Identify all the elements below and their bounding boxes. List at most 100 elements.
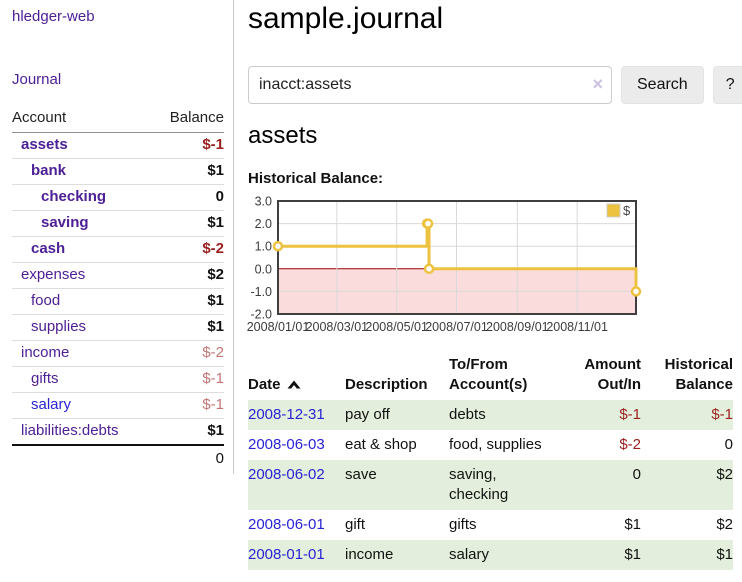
sidebar-item-journal[interactable]: Journal xyxy=(12,71,62,88)
register-row: 2008-01-01 income salary $1 $1 xyxy=(248,540,733,570)
register-header-date[interactable]: Date xyxy=(248,353,345,400)
register-date-cell: 2008-12-31 xyxy=(248,400,345,430)
search-button[interactable]: Search xyxy=(621,66,704,104)
register-amount-cell: $-2 xyxy=(619,436,641,453)
account-balance: $1 xyxy=(207,422,224,439)
register-row: 2008-06-02 save saving, checking 0 $2 xyxy=(248,460,733,510)
account-link[interactable]: gifts xyxy=(31,370,59,387)
register-balance-cell: $2 xyxy=(716,466,733,483)
transaction-date-link[interactable]: 2008-06-01 xyxy=(248,516,325,533)
register-header-balance: Historical Balance xyxy=(664,356,733,393)
svg-text:0.0: 0.0 xyxy=(255,262,272,276)
svg-text:2008/01/01: 2008/01/01 xyxy=(247,320,310,334)
register-accounts-cell: food, supplies xyxy=(449,436,542,453)
account-link[interactable]: salary xyxy=(31,396,72,413)
main-content: sample.journal × Search ? assets Histori… xyxy=(234,0,742,570)
account-link[interactable]: cash xyxy=(31,240,66,257)
clear-search-icon[interactable]: × xyxy=(592,74,603,94)
register-accounts-cell: salary xyxy=(449,546,490,563)
accounts-table-header: Account Balance xyxy=(12,106,224,133)
register-accounts-cell: debts xyxy=(449,406,486,423)
register-description-cell: eat & shop xyxy=(345,436,417,453)
account-row: food $1 xyxy=(12,288,224,315)
accounts-table: Account Balance assets $-1 bank $1 checking 0… xyxy=(12,106,224,472)
register-date-cell: 2008-06-03 xyxy=(248,430,345,460)
account-balance: 0 xyxy=(152,184,224,211)
account-balance: $-1 xyxy=(152,132,224,159)
accounts-total-row: 0 xyxy=(12,444,224,472)
register-amount-cell: $1 xyxy=(624,516,641,533)
register-amount-cell: 0 xyxy=(632,466,641,483)
register-header-amount: Amount Out/In xyxy=(584,356,641,393)
svg-text:2008/11/01: 2008/11/01 xyxy=(546,320,608,334)
account-link[interactable]: liabilities:debts xyxy=(21,422,119,439)
register-description-cell: income xyxy=(345,546,394,563)
register-header-row: Date Description To/From Account(s) Amou… xyxy=(248,353,733,400)
transaction-date-link[interactable]: 2008-06-03 xyxy=(248,436,325,453)
svg-text:1.0: 1.0 xyxy=(255,240,272,254)
help-button[interactable]: ? xyxy=(712,66,742,104)
transaction-date-link[interactable]: 2008-12-31 xyxy=(248,406,325,423)
register-description-cell: save xyxy=(345,466,377,483)
account-row: supplies $1 xyxy=(12,314,224,341)
account-link[interactable]: food xyxy=(31,292,61,309)
account-link[interactable]: assets xyxy=(21,136,68,153)
account-link[interactable]: bank xyxy=(31,162,67,179)
account-link[interactable]: checking xyxy=(41,188,107,205)
register-header-accounts: To/From Account(s) xyxy=(449,356,528,393)
account-row: expenses $2 xyxy=(12,262,224,289)
svg-text:3.0: 3.0 xyxy=(255,195,272,209)
svg-text:$: $ xyxy=(623,203,631,218)
search-input[interactable] xyxy=(248,66,612,104)
transaction-date-link[interactable]: 2008-06-02 xyxy=(248,466,325,483)
account-row: saving $1 xyxy=(12,210,224,237)
account-row: liabilities:debts $1 xyxy=(12,419,224,446)
account-row: bank $1 xyxy=(12,158,224,185)
register-date-cell: 2008-06-02 xyxy=(248,460,345,510)
account-balance: $1 xyxy=(152,158,224,185)
account-balance: $-2 xyxy=(152,340,224,367)
svg-text:2008/09/01: 2008/09/01 xyxy=(486,320,549,334)
register-header-description: Description xyxy=(345,376,428,393)
account-heading: assets xyxy=(248,122,318,149)
register-balance-cell: 0 xyxy=(724,436,733,453)
register-row: 2008-12-31 pay off debts $-1 $-1 xyxy=(248,400,733,430)
account-link[interactable]: saving xyxy=(41,214,89,231)
app-title-link[interactable]: hledger-web xyxy=(12,8,95,25)
svg-text:-1.0: -1.0 xyxy=(250,285,272,299)
account-row: income $-2 xyxy=(12,340,224,367)
account-row: salary $-1 xyxy=(12,392,224,419)
account-balance: $-1 xyxy=(152,366,224,393)
svg-text:-2.0: -2.0 xyxy=(250,308,272,322)
register-accounts-cell: gifts xyxy=(449,516,477,533)
svg-text:2008/05/01: 2008/05/01 xyxy=(365,320,428,334)
transaction-date-link[interactable]: 2008-01-01 xyxy=(248,546,325,563)
account-row: gifts $-1 xyxy=(12,366,224,393)
register-amount-cell: $-1 xyxy=(619,406,641,423)
chart-title: Historical Balance: xyxy=(248,170,384,187)
register-amount-cell: $1 xyxy=(624,546,641,563)
register-description-cell: gift xyxy=(345,516,366,533)
page-title: sample.journal xyxy=(248,2,444,35)
register-balance-cell: $-1 xyxy=(711,406,733,423)
search-form: × Search ? xyxy=(248,66,742,104)
account-link[interactable]: supplies xyxy=(31,318,87,335)
account-link[interactable]: income xyxy=(21,344,70,361)
sort-ascending-icon xyxy=(287,375,301,395)
accounts-header-account: Account xyxy=(12,106,153,133)
register-balance-cell: $2 xyxy=(716,516,733,533)
account-balance: $2 xyxy=(152,262,224,289)
account-balance: $-1 xyxy=(152,392,224,419)
register-accounts-cell: saving, checking xyxy=(449,466,509,503)
register-date-cell: 2008-01-01 xyxy=(248,540,345,570)
account-link[interactable]: expenses xyxy=(21,266,86,283)
register-date-cell: 2008-06-01 xyxy=(248,510,345,540)
account-row: checking 0 xyxy=(12,184,224,211)
search-box: × xyxy=(248,66,612,104)
app-layout: hledger-web Journal Account Balance asse… xyxy=(12,0,742,570)
register-row: 2008-06-03 eat & shop food, supplies $-2 0 xyxy=(248,430,733,460)
svg-text:2008/07/01: 2008/07/01 xyxy=(425,320,488,334)
register-table: Date Description To/From Account(s) Amou… xyxy=(248,353,733,570)
historical-balance-chart: $3.0 2.0 1.0 0.0 -1.0 -2.02008/01/012008/03/0… xyxy=(247,195,642,334)
accounts-total-value: 0 xyxy=(152,444,224,472)
